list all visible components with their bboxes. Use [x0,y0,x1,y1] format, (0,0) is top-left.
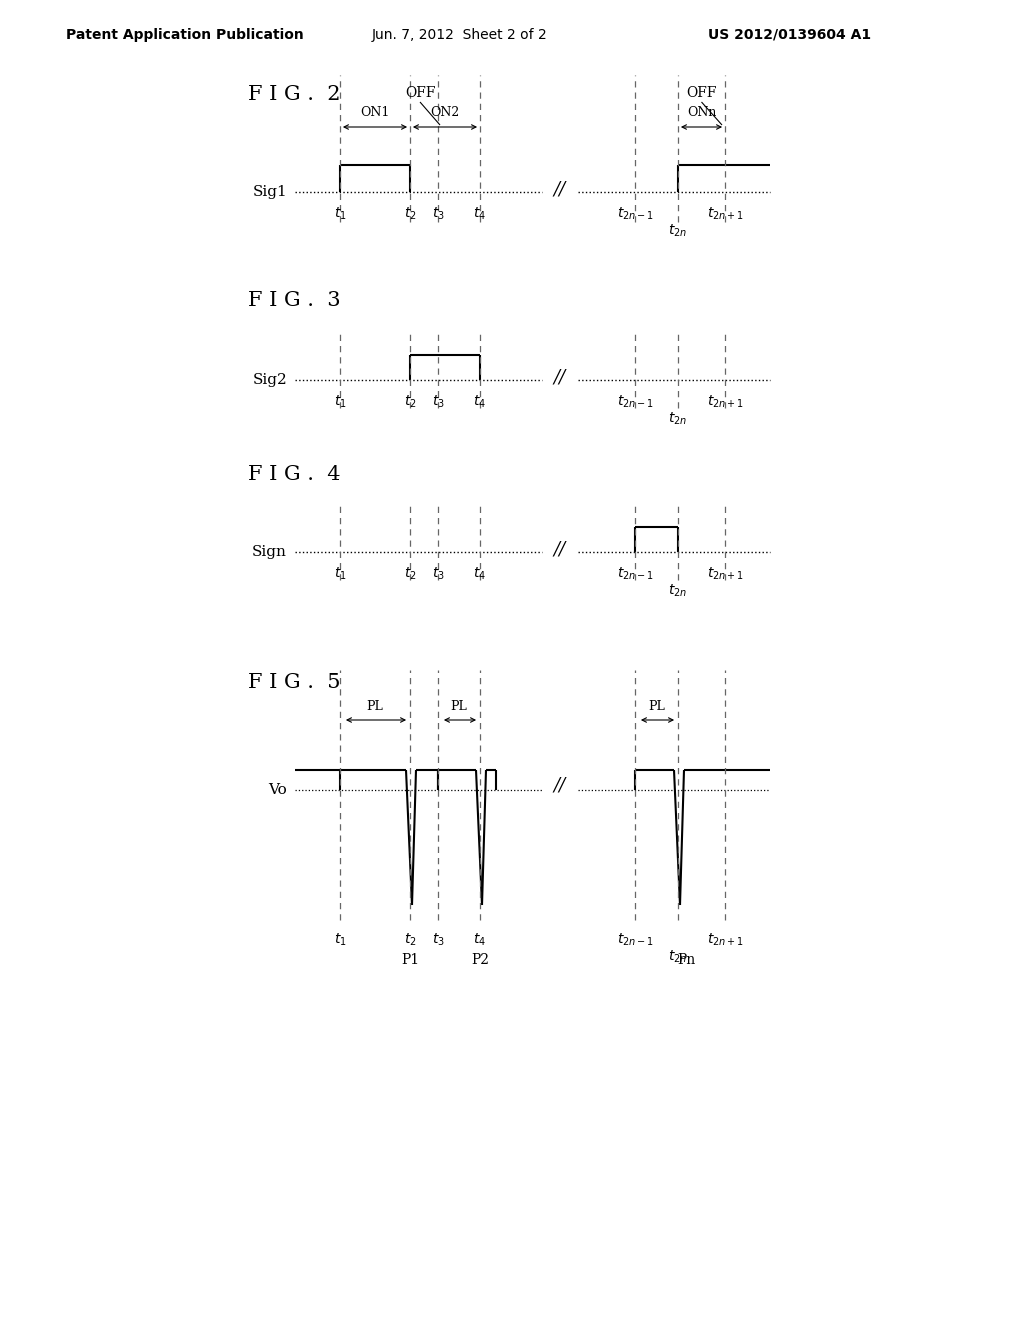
Text: PL: PL [367,700,383,713]
Text: $t_{2n-1}$: $t_{2n-1}$ [616,932,653,948]
Text: $t_{2n}$: $t_{2n}$ [669,223,687,239]
Text: $t_4$: $t_4$ [473,206,486,222]
Text: Sig2: Sig2 [252,374,287,387]
Text: ONn: ONn [687,107,716,120]
Text: $t_3$: $t_3$ [431,206,444,222]
Text: $t_{2n-1}$: $t_{2n-1}$ [616,393,653,411]
Text: $t_1$: $t_1$ [334,932,346,948]
Text: //: // [554,776,566,795]
Text: $t_3$: $t_3$ [431,393,444,411]
Text: $t_3$: $t_3$ [431,566,444,582]
Text: Patent Application Publication: Patent Application Publication [67,28,304,42]
Text: //: // [554,181,566,199]
Text: //: // [554,370,566,387]
Text: F I G .  5: F I G . 5 [248,672,341,692]
Text: $t_3$: $t_3$ [431,932,444,948]
Text: $t_2$: $t_2$ [403,932,417,948]
Text: $t_2$: $t_2$ [403,566,417,582]
Text: $t_1$: $t_1$ [334,206,346,222]
Text: $t_{2n-1}$: $t_{2n-1}$ [616,206,653,222]
Text: F I G .  4: F I G . 4 [248,466,341,484]
Text: OFF: OFF [404,86,435,100]
Text: $t_2$: $t_2$ [403,206,417,222]
Text: US 2012/0139604 A1: US 2012/0139604 A1 [709,28,871,42]
Text: Jun. 7, 2012  Sheet 2 of 2: Jun. 7, 2012 Sheet 2 of 2 [372,28,548,42]
Text: $t_4$: $t_4$ [473,932,486,948]
Text: $t_{2n+1}$: $t_{2n+1}$ [707,206,743,222]
Text: $t_{2n-1}$: $t_{2n-1}$ [616,566,653,582]
Text: $t_2$: $t_2$ [403,393,417,411]
Text: $t_4$: $t_4$ [473,393,486,411]
Text: $t_1$: $t_1$ [334,566,346,582]
Text: //: // [554,541,566,558]
Text: Vo: Vo [268,783,287,797]
Text: ON1: ON1 [360,107,390,120]
Text: ON2: ON2 [430,107,460,120]
Text: OFF: OFF [686,86,717,100]
Text: Sign: Sign [252,545,287,558]
Text: Pn: Pn [677,953,695,968]
Text: Sig1: Sig1 [252,185,287,199]
Text: P2: P2 [471,953,489,968]
Text: $t_1$: $t_1$ [334,393,346,411]
Text: F I G .  2: F I G . 2 [248,86,341,104]
Text: $t_{2n}$: $t_{2n}$ [669,583,687,599]
Text: $t_{2n+1}$: $t_{2n+1}$ [707,393,743,411]
Text: $t_{2n+1}$: $t_{2n+1}$ [707,932,743,948]
Text: P1: P1 [401,953,419,968]
Text: PL: PL [451,700,467,713]
Text: $t_{2n}$: $t_{2n}$ [669,411,687,428]
Text: PL: PL [648,700,665,713]
Text: $t_{2n}$: $t_{2n}$ [669,949,687,965]
Text: $t_{2n+1}$: $t_{2n+1}$ [707,566,743,582]
Text: F I G .  3: F I G . 3 [248,290,341,309]
Text: $t_4$: $t_4$ [473,566,486,582]
